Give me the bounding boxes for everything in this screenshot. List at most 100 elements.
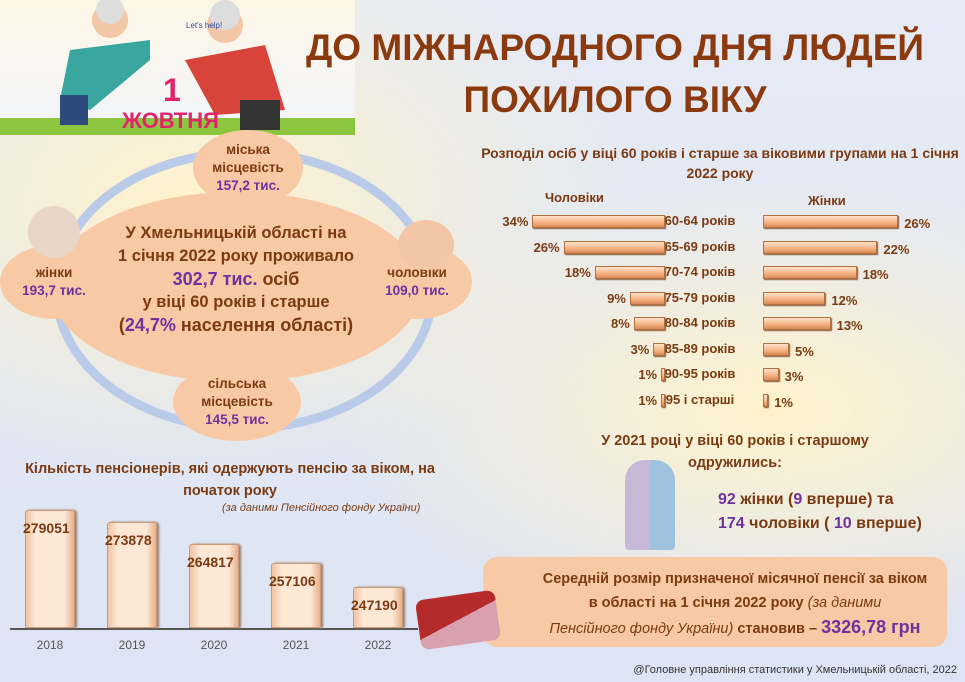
pension-bar [353, 586, 403, 628]
banner-day: 1 [163, 72, 181, 108]
male-bar [661, 368, 665, 381]
female-bar [763, 240, 878, 254]
paren: ( [118, 315, 125, 335]
female-value-label: 13% [836, 318, 863, 333]
pension-bar [271, 562, 321, 628]
urban-node: міська місцевість 157,2 тис. [193, 130, 303, 206]
age-group-label: 80-84 років [664, 315, 736, 330]
legend-women: Жінки [808, 193, 846, 208]
legend-men: Чоловіки [545, 190, 604, 205]
female-bar [763, 342, 789, 356]
year-tick-label: 2022 [364, 638, 392, 652]
summary-line: 1 січня 2022 року проживало [118, 247, 354, 265]
year-tick-label: 2020 [200, 638, 228, 652]
female-value-label: 5% [795, 343, 814, 359]
men-married-count: 174 [718, 515, 745, 532]
male-value-label: 18% [564, 265, 591, 280]
age-group-label: 60-64 років [664, 213, 736, 228]
pension-source: (за даними [807, 595, 882, 611]
bar-value-label: 279051 [23, 520, 70, 536]
text: чоловіки ( [744, 515, 834, 532]
female-value-label: 26% [904, 216, 931, 231]
female-value-label: 22% [883, 241, 910, 257]
female-bar [763, 393, 769, 407]
age-group-label: 85-89 років [664, 340, 736, 356]
age-group-label: 95 і старші [665, 391, 735, 407]
page-title: ДО МІЖНАРОДНОГО ДНЯ ЛЮДЕЙ ПОХИЛОГО ВІКУ [290, 22, 940, 126]
banner-illustration: Let's help! 1 ЖОВТНЯ [0, 0, 355, 135]
bar-value-label: 264817 [187, 554, 234, 571]
female-value-label: 3% [784, 369, 804, 384]
age-group-label: 75-79 років [664, 289, 736, 305]
female-bar [763, 215, 899, 228]
male-bar [532, 215, 665, 228]
rural-node: сільська місцевість 145,5 тис. [173, 363, 301, 441]
male-value-label: 3% [630, 341, 650, 357]
urban-value: 157,2 тис. [216, 178, 280, 193]
female-bar [763, 317, 831, 330]
male-bar [594, 266, 665, 279]
x-axis-line [10, 628, 418, 630]
women-value: 193,7 тис. [22, 283, 86, 298]
rural-value: 145,5 тис. [205, 412, 269, 427]
average-pension-value: 3326,78 грн [821, 617, 921, 637]
logo-text: Let's help! [186, 21, 222, 30]
population-share-value: 24,7% [124, 315, 176, 335]
pension-line: в області на 1 січня 2022 року [588, 595, 808, 611]
male-value-label: 1% [638, 392, 658, 408]
elderly-couple-icon [625, 460, 675, 550]
pension-bar [25, 510, 75, 628]
rural-label: сільська місцевість [201, 376, 273, 409]
text: вперше) [851, 515, 922, 532]
total-population-value: 302,7 тис. [172, 269, 258, 289]
marriage-stats: 92 жінки (9 вперше) та 174 чоловіки ( 10… [718, 488, 922, 536]
women-first-marriage: 9 [793, 491, 803, 508]
male-value-label: 9% [607, 290, 626, 306]
male-bar [661, 393, 665, 407]
pension-source: Пенсійного фонду України) [549, 621, 734, 637]
male-bar [563, 240, 665, 254]
bar-value-label: 257106 [269, 572, 316, 589]
urban-label: міська місцевість [212, 142, 284, 175]
average-pension-box: Середній розмір призначеної місячної пен… [483, 557, 947, 647]
male-value-label: 34% [502, 214, 529, 229]
women-married-count: 92 [718, 491, 736, 508]
pension-bar [107, 522, 157, 628]
pension-chart-subtitle: (за даними Пенсійного фонду України) [222, 502, 421, 514]
male-value-label: 26% [533, 239, 560, 255]
age-group-label: 70-74 років [664, 264, 736, 279]
grandfather-icon [398, 220, 454, 270]
male-bar [653, 342, 665, 356]
female-value-label: 1% [774, 394, 793, 410]
summary-line: у віці 60 років і старше [142, 293, 330, 311]
male-value-label: 1% [638, 367, 658, 382]
age-group-label: 90-95 років [664, 366, 736, 381]
age-chart-title: Розподіл осіб у віці 60 років і старше з… [481, 145, 959, 181]
men-first-marriage: 10 [833, 515, 852, 532]
age-group-label: 65-69 років [664, 238, 736, 254]
title-line: ДО МІЖНАРОДНОГО ДНЯ ЛЮДЕЙ [305, 27, 925, 68]
footer-credit: @Головне управління статистики у Хмельни… [633, 664, 957, 676]
year-tick-label: 2019 [118, 638, 146, 652]
year-tick-label: 2021 [282, 638, 310, 652]
men-value: 109,0 тис. [385, 283, 449, 298]
text: жінки ( [735, 491, 794, 508]
male-value-label: 8% [611, 316, 630, 331]
pension-bar [189, 544, 239, 628]
female-value-label: 18% [862, 267, 889, 282]
male-bar [629, 291, 665, 305]
summary-line: У Хмельницькій області на [125, 224, 347, 242]
year-tick-label: 2018 [36, 638, 64, 652]
title-line: ПОХИЛОГО ВІКУ [463, 79, 767, 120]
text: вперше) та [802, 491, 894, 508]
pension-line: Середній розмір призначеної місячної пен… [542, 571, 928, 587]
bar-value-label: 273878 [105, 532, 152, 549]
female-value-label: 12% [831, 292, 858, 308]
banner-month: ЖОВТНЯ [122, 108, 219, 133]
female-bar [763, 266, 857, 279]
bar-value-label: 247190 [351, 596, 398, 613]
female-bar [763, 291, 826, 305]
grandmother-icon [28, 206, 80, 258]
